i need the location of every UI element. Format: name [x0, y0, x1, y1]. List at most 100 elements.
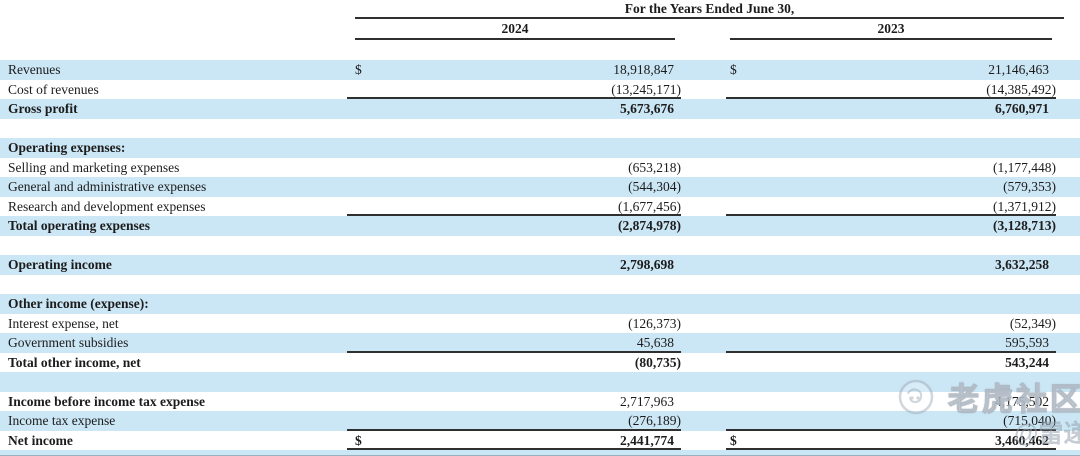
amount-2024: 5,673,676 [620, 101, 674, 116]
column-gap [681, 372, 726, 392]
amount-2024 [355, 119, 681, 139]
column-gap [681, 197, 726, 217]
column-gap [681, 314, 726, 334]
amount-2024: 18,918,847 [613, 62, 674, 77]
column-gap [681, 411, 726, 431]
amount-2024 [355, 372, 681, 392]
amount-cell-2024: (1,677,456) [347, 197, 681, 216]
row-label: Income before income tax expense [8, 393, 205, 409]
column-gap [681, 177, 726, 197]
amount-2023: (715,040) [1003, 413, 1056, 428]
amount-cell-2023: 3,632,258 [726, 255, 1056, 275]
amount-2023: 595,593 [1005, 335, 1049, 350]
dollar-sign: $ [355, 62, 362, 77]
header-right-pad [1052, 19, 1080, 40]
amount-2023 [730, 119, 1056, 139]
amount-2024: (1,677,456) [618, 198, 681, 214]
amount-cell-2023: (3,128,713) [726, 216, 1056, 236]
row-right-pad [1056, 119, 1080, 139]
row-label: Interest expense, net [8, 315, 119, 331]
row-label-cell: Government subsidies [0, 333, 347, 353]
row-label: Revenues [8, 62, 61, 77]
amount-cell-2023 [726, 236, 1056, 256]
amount-2023: 3,460,462 [995, 432, 1049, 448]
amount-cell-2023 [726, 372, 1056, 392]
amount-2024 [355, 236, 681, 256]
table-row [0, 450, 1080, 456]
income-statement-table: Revenues $ 18,918,847 $ 21,146,463 Cost … [0, 60, 1080, 456]
row-label-cell: Gross profit [0, 99, 347, 119]
amount-2023: 21,146,463 [988, 62, 1049, 77]
amount-cell-2024 [347, 138, 681, 158]
row-label-cell: General and administrative expenses [0, 177, 347, 197]
row-label: Operating income [8, 257, 112, 272]
table-row: Other income (expense): [0, 294, 1080, 314]
column-header-2023: 2023 [730, 19, 1052, 40]
row-right-pad [1056, 216, 1080, 236]
row-right-pad [1056, 99, 1080, 119]
row-label-cell [0, 372, 347, 392]
amount-2024: (653,218) [628, 159, 681, 175]
amount-2023: 6,760,971 [995, 101, 1049, 116]
row-right-pad [1056, 314, 1080, 334]
amount-cell-2024: (126,373) [347, 314, 681, 334]
column-gap [681, 119, 726, 139]
table-header-title-row: For the Years Ended June 30, [0, 0, 1080, 19]
header-label-spacer [0, 19, 347, 40]
row-label: General and administrative expenses [8, 179, 207, 194]
table-row: Government subsidies 45,638 595,593 [0, 333, 1080, 353]
amount-cell-2023 [726, 275, 1056, 295]
table-header-year-row: 2024 2023 [0, 19, 1080, 40]
header-spacer [0, 40, 1080, 60]
amount-cell-2023 [726, 119, 1056, 139]
table-row: Selling and marketing expenses (653,218)… [0, 158, 1080, 178]
amount-2024 [355, 275, 681, 295]
amount-2023: 543,244 [1005, 354, 1049, 370]
table-row: Research and development expenses (1,677… [0, 197, 1080, 217]
row-label-cell: Revenues [0, 60, 347, 80]
column-gap [681, 392, 726, 412]
amount-cell-2024: (2,874,978) [347, 216, 681, 236]
amount-cell-2024: 2,798,698 [347, 255, 681, 275]
table-row: Total operating expenses (2,874,978) (3,… [0, 216, 1080, 236]
dollar-sign: $ [730, 432, 737, 448]
row-label-cell: Net income [0, 431, 347, 451]
amount-cell-2024 [347, 236, 681, 256]
amount-2024 [355, 294, 681, 314]
table-row: Total other income, net (80,735) 543,244 [0, 353, 1080, 373]
amount-cell-2024: (653,218) [347, 158, 681, 178]
row-right-pad [1056, 372, 1080, 392]
amount-cell-2024: (276,189) [347, 411, 681, 431]
amount-2023: (52,349) [1009, 315, 1056, 331]
row-right-pad [1056, 60, 1080, 80]
column-gap [681, 255, 726, 275]
amount-2024: 45,638 [636, 335, 674, 350]
amount-cell-2024: 2,717,963 [347, 392, 681, 412]
amount-2024: (276,189) [628, 413, 681, 428]
amount-cell-2023 [726, 294, 1056, 314]
column-gap [681, 333, 726, 353]
header-label-spacer [0, 0, 347, 19]
row-label-cell: Operating income [0, 255, 347, 275]
amount-cell-2023: (14,385,492) [726, 80, 1056, 99]
row-right-pad [1056, 177, 1080, 197]
amount-2023: (579,353) [1003, 179, 1056, 194]
row-label: Operating expenses: [8, 140, 126, 155]
amount-cell-2023: 4,175,502 [726, 392, 1056, 412]
row-right-pad [1056, 333, 1080, 353]
row-right-pad [1056, 294, 1080, 314]
amount-2023: 4,175,502 [995, 393, 1049, 409]
row-right-pad [1056, 275, 1080, 295]
row-label-cell: Operating expenses: [0, 138, 347, 158]
amount-2023 [730, 236, 1056, 256]
amount-2023 [730, 138, 1056, 158]
row-label: Selling and marketing expenses [8, 159, 180, 175]
amount-cell-2023: (579,353) [726, 177, 1056, 197]
row-label-cell: Research and development expenses [0, 197, 347, 217]
row-right-pad [1056, 80, 1080, 100]
row-label-cell: Cost of revenues [0, 80, 347, 100]
row-label-cell: Total other income, net [0, 353, 347, 373]
amount-cell-2023: 6,760,971 [726, 99, 1056, 119]
dollar-sign: $ [355, 432, 362, 448]
